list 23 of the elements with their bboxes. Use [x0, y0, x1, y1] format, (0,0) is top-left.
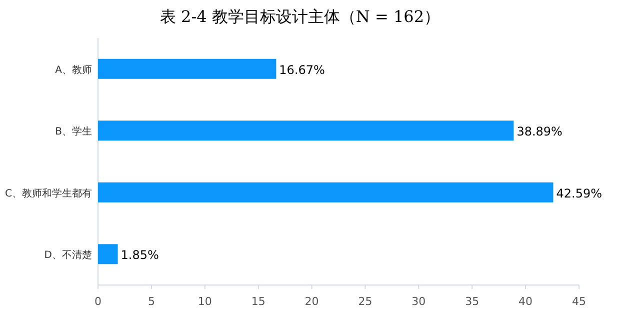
bar [98, 120, 514, 141]
x-tick-label: 40 [518, 295, 533, 308]
bar [98, 182, 554, 202]
data-label: 1.85% [120, 248, 159, 262]
x-tick-label: 5 [148, 295, 155, 308]
x-tick-label: 15 [251, 295, 266, 308]
data-label: 38.89% [516, 124, 562, 139]
y-tick-label: D、不清楚 [44, 249, 92, 262]
bar [98, 244, 118, 264]
x-tick-label: 20 [304, 295, 319, 308]
bar [98, 58, 276, 79]
y-tick-label: B、学生 [55, 126, 92, 138]
data-label: 42.59% [556, 186, 602, 200]
x-tick-label: 35 [465, 295, 480, 308]
x-tick-label: 30 [412, 295, 426, 308]
data-label: 16.67% [279, 62, 325, 77]
x-tick-label: 10 [198, 295, 212, 308]
chart-title: 表 2-4 教学目标设计主体（N = 162） [160, 7, 440, 26]
y-tick-label: C、教师和学生都有 [5, 187, 92, 200]
x-tick-label: 25 [358, 295, 372, 308]
x-tick-label: 45 [572, 295, 586, 308]
x-tick-label: 0 [94, 295, 102, 308]
y-tick-label: A、教师 [55, 64, 92, 76]
